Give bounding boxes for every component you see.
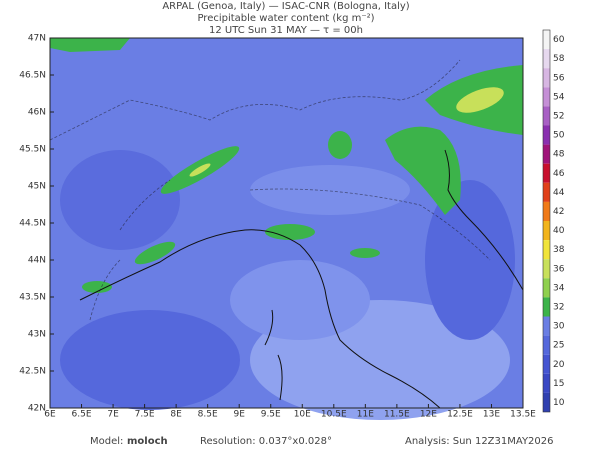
colorbar-label: 44 <box>553 188 565 198</box>
colorbar-swatch <box>543 373 550 393</box>
colorbar-label: 52 <box>553 111 564 121</box>
colorbar-swatch <box>543 87 550 107</box>
lon-label: 11E <box>357 410 374 420</box>
colorbar-swatch <box>543 68 550 88</box>
colorbar-label: 30 <box>553 322 565 332</box>
lat-label: 42.5N <box>19 367 46 377</box>
lat-label: 43N <box>28 330 46 340</box>
colorbar-label: 20 <box>553 360 565 370</box>
colorbar-label: 50 <box>553 131 565 141</box>
lat-label: 44N <box>28 256 46 266</box>
lat-label: 46N <box>28 108 46 118</box>
colorbar-swatch <box>543 240 550 260</box>
colorbar-label: 58 <box>553 54 565 64</box>
lon-label: 7.5E <box>135 410 155 420</box>
lon-label: 11.5E <box>384 410 410 420</box>
colorbar-swatch <box>543 49 550 69</box>
colorbar-label: 46 <box>553 169 565 179</box>
colorbar-swatch <box>543 144 550 164</box>
colorbar-swatch <box>543 125 550 145</box>
footer-text: moloch <box>127 436 168 447</box>
colorbar-swatch <box>543 392 550 412</box>
colorbar-label: 40 <box>553 226 565 236</box>
lon-label: 9.5E <box>261 410 281 420</box>
header-line: 12 UTC Sun 31 MAY — τ = 00h <box>209 25 363 36</box>
lon-label: 10E <box>294 410 311 420</box>
colorbar-swatch <box>543 201 550 221</box>
colorbar-label: 56 <box>553 73 565 83</box>
colorbar-swatch <box>543 297 550 317</box>
colorbar: 60 58 56 54 52 50 48 46 44 42 40 38 36 34 32 30 25 20 15 10 <box>542 29 565 413</box>
colorbar-swatch <box>543 163 550 183</box>
colorbar-label: 60 <box>553 35 565 45</box>
colorbar-label: 36 <box>553 264 565 274</box>
lat-label: 44.5N <box>19 219 46 229</box>
colorbar-swatch <box>543 316 550 336</box>
colorbar-label: 42 <box>553 207 564 217</box>
footer-text: Analysis: Sun 12Z31MAY2026 <box>405 436 554 447</box>
lat-label: 45N <box>28 182 46 192</box>
lon-label: 9E <box>233 410 245 420</box>
colorbar-label: 15 <box>553 379 564 389</box>
colorbar-label: 10 <box>553 398 565 408</box>
map-field <box>49 37 524 420</box>
lon-label: 8.5E <box>198 410 218 420</box>
lon-label: 13E <box>483 410 500 420</box>
colorbar-swatch <box>543 182 550 202</box>
colorbar-label: 25 <box>553 341 564 351</box>
lat-label: 46.5N <box>19 71 46 81</box>
colorbar-swatch <box>543 278 550 298</box>
colorbar-label: 38 <box>553 245 565 255</box>
colorbar-label: 54 <box>553 92 565 102</box>
header-line: Precipitable water content (kg m⁻²) <box>197 13 374 24</box>
lon-label: 13.5E <box>510 410 536 420</box>
lat-label: 45.5N <box>19 145 46 155</box>
lon-label: 8E <box>170 410 182 420</box>
lat-label: 47N <box>28 34 46 44</box>
colorbar-swatch <box>543 259 550 279</box>
lon-label: 12.5E <box>447 410 473 420</box>
colorbar-swatch <box>543 221 550 241</box>
lon-label: 6E <box>44 410 56 420</box>
lon-label: 10.5E <box>321 410 347 420</box>
colorbar-label: 34 <box>553 283 565 293</box>
colorbar-frame <box>542 29 551 413</box>
colorbar-swatch <box>543 30 550 50</box>
lat-label: 42N <box>28 404 46 414</box>
header-line: ARPAL (Genoa, Italy) — ISAC-CNR (Bologna… <box>162 1 409 12</box>
lon-label: 7E <box>107 410 119 420</box>
lon-label: 12E <box>420 410 437 420</box>
lat-label: 43.5N <box>19 293 46 303</box>
colorbar-label: 48 <box>553 150 565 160</box>
colorbar-label: 32 <box>553 302 564 312</box>
footer-text: Model: <box>90 436 123 447</box>
lon-label: 6.5E <box>72 410 92 420</box>
colorbar-swatch <box>543 106 550 126</box>
footer-text: Resolution: 0.037°x0.028° <box>200 436 332 447</box>
colorbar-swatch <box>543 354 550 374</box>
colorbar-swatch <box>543 335 550 355</box>
